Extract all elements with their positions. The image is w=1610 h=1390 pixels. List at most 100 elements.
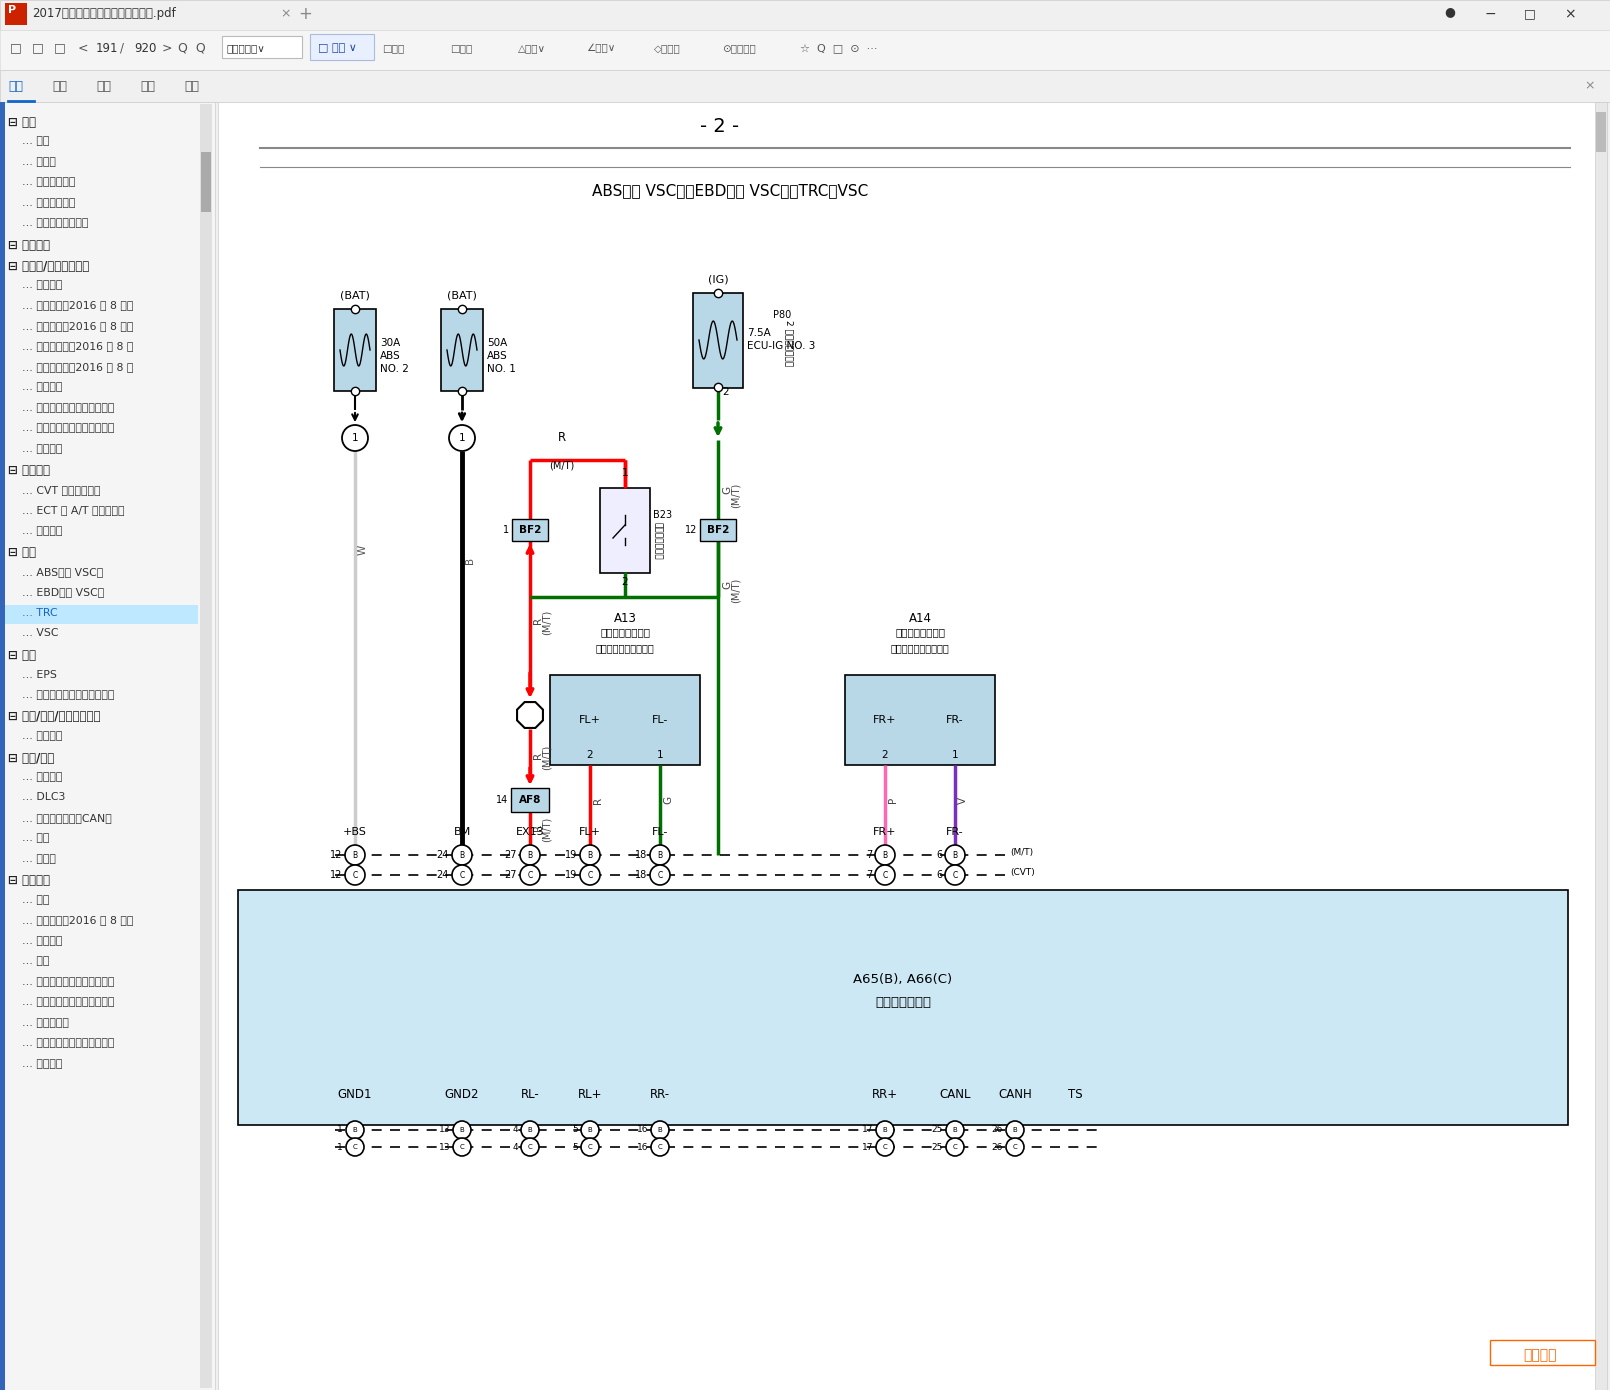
Text: … 照明: … 照明: [23, 956, 50, 966]
Text: 24: 24: [436, 870, 449, 880]
Text: … 充电系统: … 充电系统: [23, 771, 63, 783]
Text: B: B: [353, 1127, 357, 1133]
Text: R: R: [533, 823, 543, 831]
Text: 7.5A: 7.5A: [747, 328, 771, 338]
Circle shape: [650, 1120, 670, 1138]
Text: 7: 7: [866, 851, 873, 860]
Text: CANH: CANH: [998, 1088, 1032, 1101]
Circle shape: [650, 1138, 670, 1156]
Text: ABS: ABS: [486, 352, 507, 361]
Text: 19: 19: [565, 851, 576, 860]
Text: 书签: 书签: [97, 79, 111, 93]
Text: RL-: RL-: [520, 1088, 539, 1101]
Text: C: C: [588, 1144, 592, 1150]
Bar: [1489, 1340, 1596, 1365]
Text: 1: 1: [336, 1143, 343, 1151]
Text: 26: 26: [992, 1126, 1003, 1134]
Text: C: C: [353, 1144, 357, 1150]
Circle shape: [580, 865, 601, 885]
Text: B: B: [459, 851, 465, 859]
Text: 1: 1: [502, 525, 509, 535]
Text: C: C: [953, 1144, 958, 1150]
Text: (M/T): (M/T): [731, 577, 741, 603]
Text: 2: 2: [882, 751, 889, 760]
Text: (M/T): (M/T): [1009, 848, 1034, 858]
Text: 2017年丰田威驰雅力士致炫电路图.pdf: 2017年丰田威驰雅力士致炫电路图.pdf: [32, 7, 175, 19]
Text: 13: 13: [438, 1143, 451, 1151]
Circle shape: [650, 845, 670, 865]
Text: ×: ×: [280, 7, 290, 19]
Text: ×: ×: [1565, 7, 1576, 21]
Bar: [201, 152, 211, 213]
Text: … 转向锁（带智能上车和起动: … 转向锁（带智能上车和起动: [23, 689, 114, 701]
Text: 2: 2: [721, 386, 729, 398]
Text: P: P: [8, 6, 16, 15]
Text: +: +: [298, 6, 312, 24]
Text: C: C: [1013, 1144, 1018, 1150]
Text: 12: 12: [330, 870, 341, 880]
Text: … 缩略语: … 缩略语: [23, 157, 56, 167]
Text: C: C: [882, 1144, 887, 1150]
Text: C: C: [459, 1144, 464, 1150]
Text: FL+: FL+: [580, 714, 601, 726]
Bar: [5, 3, 27, 25]
Text: 25: 25: [932, 1143, 943, 1151]
Text: RR+: RR+: [873, 1088, 898, 1101]
Circle shape: [452, 1138, 472, 1156]
Text: B: B: [528, 851, 533, 859]
Bar: [0, 31, 1610, 70]
Text: R: R: [592, 796, 604, 803]
Bar: [0, 101, 216, 1390]
Text: ⊟ 系统电路: ⊟ 系统电路: [8, 239, 50, 252]
Text: (M/T): (M/T): [543, 609, 552, 635]
Circle shape: [1006, 1138, 1024, 1156]
Text: 24: 24: [436, 851, 449, 860]
Text: … DLC3: … DLC3: [23, 792, 66, 802]
Text: 30A: 30A: [380, 338, 401, 348]
Text: B: B: [953, 1127, 958, 1133]
Text: RR-: RR-: [650, 1088, 670, 1101]
Text: 5: 5: [572, 1126, 578, 1134]
Text: 18: 18: [634, 851, 647, 860]
Text: △标记∨: △标记∨: [518, 43, 546, 53]
Circle shape: [945, 845, 964, 865]
Text: … 巡航控制（2016 年 8 月之: … 巡航控制（2016 年 8 月之: [23, 321, 134, 331]
Text: … 搞铁点: … 搞铁点: [23, 853, 56, 865]
Circle shape: [1006, 1120, 1024, 1138]
Polygon shape: [517, 702, 543, 728]
Text: … ECT 和 A/T 档位指示器: … ECT 和 A/T 档位指示器: [23, 506, 124, 516]
Text: B: B: [882, 851, 887, 859]
Text: (M/T): (M/T): [731, 482, 741, 507]
Text: GND1: GND1: [338, 1088, 372, 1101]
Bar: [238, 890, 1568, 1125]
Text: □ 目录 ∨: □ 目录 ∨: [319, 43, 357, 53]
Text: W: W: [357, 545, 369, 555]
Text: □: □: [10, 42, 23, 54]
Text: ⊟ 概述: ⊟ 概述: [8, 115, 35, 129]
Text: ABS（带 VSC），EBD（带 VSC），TRC，VSC: ABS（带 VSC），EBD（带 VSC），TRC，VSC: [592, 183, 868, 197]
Text: … 电源: … 电源: [23, 834, 50, 844]
Text: 自适应宽度∨: 自适应宽度∨: [225, 43, 266, 53]
Text: (BAT): (BAT): [340, 291, 370, 302]
Text: 目录: 目录: [8, 79, 23, 93]
Text: >: >: [163, 42, 172, 54]
Text: B: B: [882, 1127, 887, 1133]
Text: (M/T): (M/T): [543, 745, 552, 770]
Text: BF2: BF2: [518, 525, 541, 535]
Text: … 空调: … 空调: [23, 895, 50, 905]
Circle shape: [452, 865, 472, 885]
Text: … 冷却风扇: … 冷却风扇: [23, 279, 63, 291]
Text: … EBD（带 VSC）: … EBD（带 VSC）: [23, 588, 105, 598]
Text: /: /: [121, 42, 124, 54]
Text: NO. 2: NO. 2: [380, 364, 409, 374]
Bar: [441, 309, 483, 391]
Text: ⊟ 音频/视频/车载通信系统: ⊟ 音频/视频/车载通信系统: [8, 710, 100, 724]
Text: 26: 26: [992, 1143, 1003, 1151]
Text: FR-: FR-: [947, 827, 964, 837]
Circle shape: [947, 1120, 964, 1138]
Bar: [200, 104, 213, 1389]
Text: 倒车灯开关总成: 倒车灯开关总成: [654, 523, 662, 560]
Text: 1: 1: [952, 751, 958, 760]
Text: +BS: +BS: [343, 827, 367, 837]
Text: … ABS（带 VSC）: … ABS（带 VSC）: [23, 567, 103, 577]
